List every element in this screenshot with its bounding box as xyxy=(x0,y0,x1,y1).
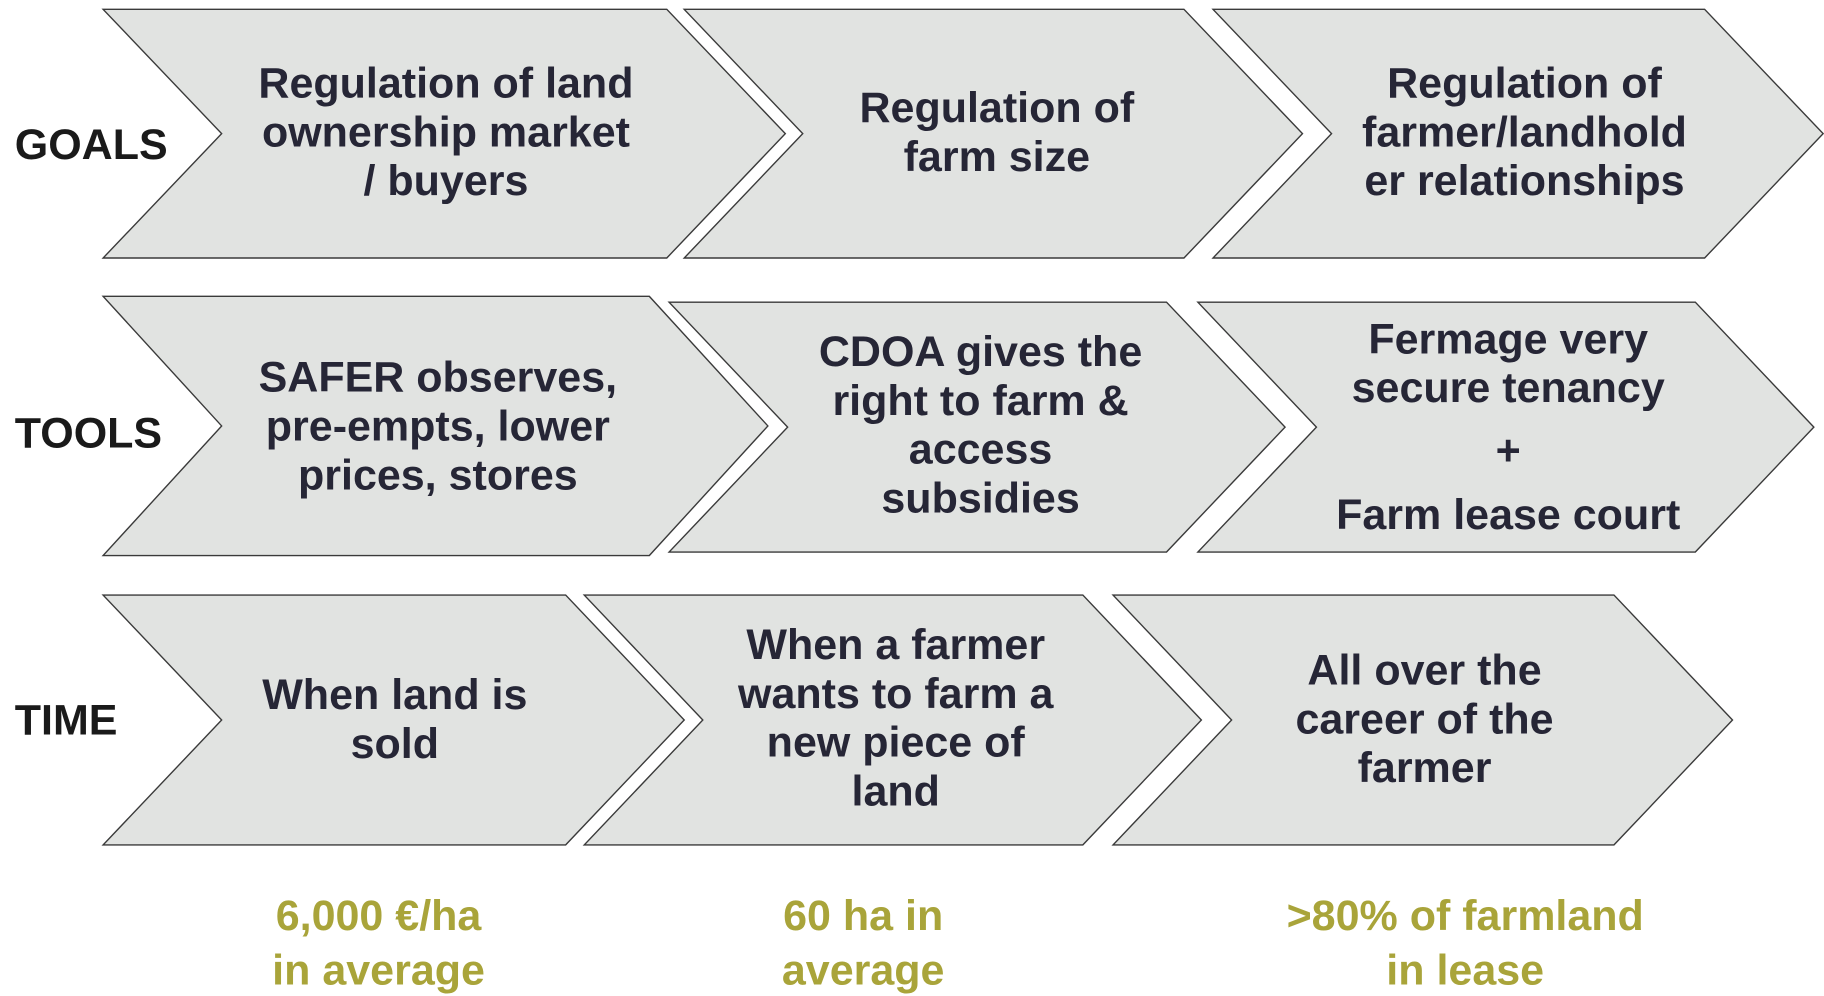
chevron xyxy=(101,8,787,259)
footer-stat: 6,000 €/ha xyxy=(276,892,483,940)
chevron xyxy=(1211,8,1824,259)
step-text: When a farmer xyxy=(746,621,1045,669)
chevron xyxy=(667,301,1287,553)
chevron xyxy=(1196,301,1815,553)
step-text: / buyers xyxy=(364,157,529,205)
row-label: GOALS xyxy=(15,121,168,169)
step-text: wants to farm a xyxy=(737,670,1054,718)
row-label: TOOLS xyxy=(15,409,162,457)
step-text: er relationships xyxy=(1364,157,1684,205)
step-text: farmer xyxy=(1358,744,1492,792)
step-text: Fermage very xyxy=(1368,315,1648,363)
step-text: When land is xyxy=(262,671,527,719)
step-text: land xyxy=(852,767,940,815)
step-text: farm size xyxy=(904,133,1090,181)
chevron xyxy=(1111,594,1734,846)
footer-stat: 60 ha in xyxy=(783,892,943,940)
step-text: ownership market xyxy=(262,108,630,156)
step-text: Regulation of land xyxy=(258,60,633,108)
step-text: new piece of xyxy=(767,719,1026,767)
chevron xyxy=(101,295,769,557)
chevron xyxy=(682,8,1304,259)
footer-stat: >80% of farmland xyxy=(1287,892,1644,940)
row-label: TIME xyxy=(15,697,118,745)
step-text: subsidies xyxy=(881,475,1079,523)
step-text: farmer/landhold xyxy=(1362,108,1687,156)
step-text: right to farm & xyxy=(832,377,1128,425)
step-text: career of the xyxy=(1295,695,1553,743)
footer-stat: average xyxy=(782,946,945,994)
step-text: sold xyxy=(351,720,439,768)
step-text: access xyxy=(909,426,1053,474)
step-text: SAFER observes, xyxy=(259,354,617,402)
step-text: secure tenancy xyxy=(1352,364,1665,412)
step-text: + xyxy=(1496,427,1521,475)
step-text: Regulation of xyxy=(1387,60,1662,108)
step-text: All over the xyxy=(1307,647,1541,695)
footer-stat: in average xyxy=(272,946,485,994)
step-text: pre-empts, lower xyxy=(266,402,610,450)
chevron xyxy=(101,594,686,846)
chevron xyxy=(582,594,1203,846)
step-text: CDOA gives the xyxy=(819,328,1142,376)
footer-stat: in lease xyxy=(1386,946,1544,994)
step-text: Regulation of xyxy=(859,84,1134,132)
step-text: Farm lease court xyxy=(1336,491,1680,539)
step-text: prices, stores xyxy=(298,451,578,499)
